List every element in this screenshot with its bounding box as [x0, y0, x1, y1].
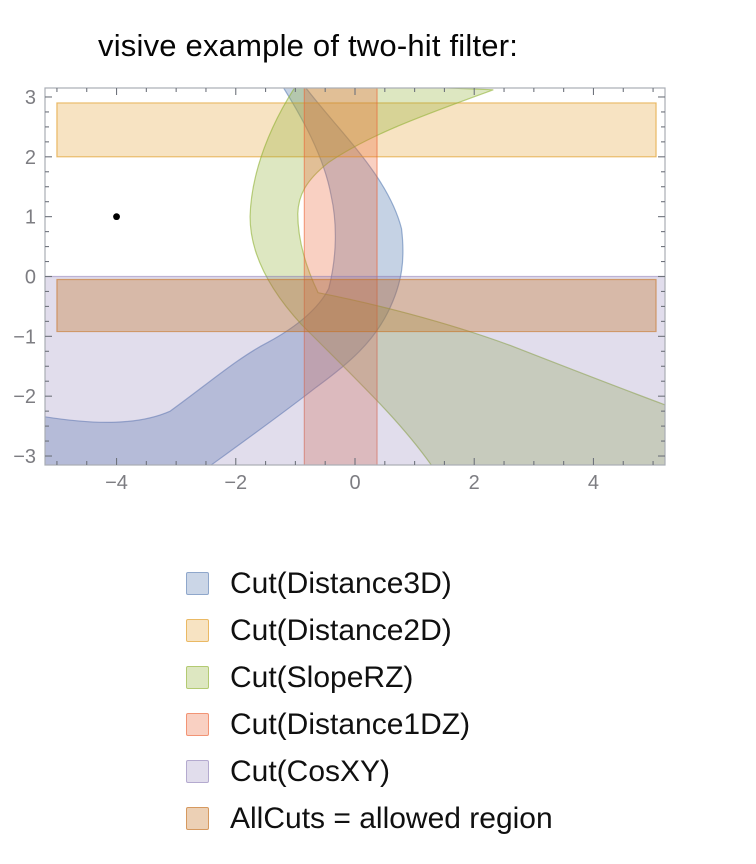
x-tick-label: 2 — [469, 472, 480, 494]
y-tick-label: −1 — [13, 326, 36, 348]
legend-item-label: Cut(SlopeRZ) — [230, 660, 414, 694]
tick-labels: −4 −2 0 2 4 −3 −2 −1 0 1 2 3 — [13, 87, 599, 494]
legend-swatch-icon — [186, 666, 209, 689]
data-point — [113, 213, 120, 221]
y-tick-label: 1 — [25, 207, 36, 229]
x-tick-label: −2 — [224, 472, 247, 494]
legend-item-label: Cut(Distance3D) — [230, 566, 452, 600]
figure-title: visive example of two-hit filter: — [98, 28, 519, 63]
y-tick-label: 2 — [25, 147, 36, 169]
y-tick-label: −3 — [13, 446, 36, 468]
legend-swatch-icon — [186, 572, 209, 595]
legend-item-label: Cut(Distance2D) — [230, 613, 452, 647]
legend-swatch-icon — [186, 713, 209, 736]
x-tick-label: 0 — [349, 472, 360, 494]
legend: Cut(Distance3D) Cut(Distance2D) Cut(SlopeR… — [186, 560, 553, 842]
legend-item-allcuts: AllCuts = allowed region — [186, 795, 553, 842]
region-cut-cosxy — [45, 275, 665, 465]
x-tick-label: 4 — [588, 472, 599, 494]
region-allcuts — [56, 278, 657, 333]
y-tick-label: −2 — [13, 386, 36, 408]
ticks-layer — [45, 88, 665, 465]
legend-item-cut-sloperz: Cut(SlopeRZ) — [186, 654, 553, 701]
region-plot-canvas: −4 −2 0 2 4 −3 −2 −1 0 1 2 3 — [13, 87, 666, 494]
y-tick-label: 0 — [25, 267, 36, 289]
legend-item-cut-distance2d: Cut(Distance2D) — [186, 607, 553, 654]
legend-item-label: Cut(CosXY) — [230, 754, 391, 788]
legend-swatch-icon — [186, 619, 209, 642]
region-cut-distance3d — [45, 88, 404, 465]
regions-layer — [45, 88, 665, 465]
legend-swatch-icon — [186, 760, 209, 783]
legend-swatch-icon — [186, 807, 209, 830]
legend-item-cut-distance3d: Cut(Distance3D) — [186, 560, 553, 607]
y-tick-label: 3 — [25, 87, 36, 109]
region-cut-distance2d — [56, 102, 657, 158]
legend-item-label: Cut(Distance1DZ) — [230, 707, 471, 741]
legend-item-cut-distance1dz: Cut(Distance1DZ) — [186, 701, 553, 748]
legend-item-cut-cosxy: Cut(CosXY) — [186, 748, 553, 795]
legend-item-label: AllCuts = allowed region — [230, 801, 553, 835]
x-tick-label: −4 — [105, 472, 128, 494]
region-cut-sloperz — [249, 88, 665, 465]
